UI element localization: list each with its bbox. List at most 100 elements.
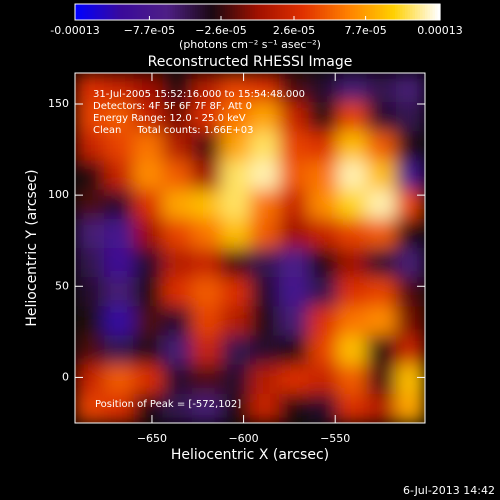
colorbar-swatch: [165, 4, 169, 20]
colorbar-swatch: [425, 4, 429, 20]
heatmap-cell: [279, 364, 309, 395]
colorbar-swatch: [335, 4, 339, 20]
colorbar-swatch: [307, 4, 311, 20]
heatmap-cell: [104, 218, 134, 249]
colorbar-swatch: [122, 4, 126, 20]
heatmap-cell: [308, 73, 338, 103]
heatmap-cell: [366, 393, 397, 423]
heatmap-cell: [220, 277, 251, 307]
colorbar-swatch: [250, 4, 254, 20]
plot-frame: [74, 72, 426, 424]
heatmap-cell: [337, 306, 368, 336]
colorbar-swatch: [237, 4, 241, 20]
heatmap-cell: [191, 335, 222, 366]
heatmap-cell: [337, 131, 368, 161]
heatmap-cell: [220, 131, 251, 161]
heatmap-cell: [395, 248, 425, 278]
heatmap-cell: [162, 218, 193, 249]
colorbar-swatch: [75, 4, 79, 20]
colorbar-tick-label: −2.6e-05: [195, 24, 246, 37]
colorbar-swatch: [82, 4, 86, 20]
heatmap-cell: [366, 218, 397, 249]
colorbar-swatch: [277, 4, 281, 20]
heatmap-cell: [279, 189, 309, 220]
colorbar-label: (photons cm⁻² s⁻¹ asec⁻²): [179, 38, 321, 51]
y-tick-label: 0: [62, 370, 69, 383]
colorbar-swatch: [245, 4, 249, 20]
heatmap-cell: [395, 189, 425, 220]
colorbar-swatch: [90, 4, 94, 20]
colorbar-swatch: [290, 4, 294, 20]
colorbar-swatch: [257, 4, 261, 20]
colorbar-swatch: [147, 4, 151, 20]
colorbar-swatch: [140, 4, 144, 20]
colorbar-swatch: [102, 4, 106, 20]
colorbar-swatch: [340, 4, 344, 20]
heatmap-cell: [279, 102, 309, 132]
heatmap-cell: [279, 160, 309, 191]
heatmap-cell: [104, 335, 134, 366]
colorbar-swatch: [107, 4, 111, 20]
heatmap-cell: [337, 335, 368, 366]
colorbar-swatch: [312, 4, 316, 20]
heatmap-cell: [104, 248, 134, 278]
colorbar-swatch: [120, 4, 124, 20]
heatmap-cell: [308, 393, 338, 423]
colorbar-swatch: [77, 4, 81, 20]
heatmap-cell: [162, 393, 193, 423]
heatmap-cell: [220, 73, 251, 103]
heatmap-cell: [279, 393, 309, 423]
heatmap-cell: [395, 306, 425, 336]
annotations: 31-Jul-2005 15:52:16.000 to 15:54:48.000…: [93, 89, 305, 136]
colorbar-swatch: [347, 4, 351, 20]
colorbar-swatch: [420, 4, 424, 20]
heatmap-cell: [191, 277, 222, 307]
heatmap-cell: [220, 393, 251, 423]
heatmap-cell: [337, 102, 368, 132]
colorbar-swatch: [427, 4, 431, 20]
colorbar-tick-label: 7.7e-05: [344, 24, 386, 37]
heatmap-cell: [191, 102, 222, 132]
colorbar-swatch: [205, 4, 209, 20]
heatmap-cell: [279, 277, 309, 307]
heatmap-cell: [162, 102, 193, 132]
heatmap-cell: [366, 131, 397, 161]
colorbar-swatch: [377, 4, 381, 20]
heatmap-cell: [133, 393, 163, 423]
colorbar-swatch: [232, 4, 236, 20]
colorbar-swatch: [132, 4, 136, 20]
heatmap-cell: [75, 218, 105, 249]
heatmap-cell: [250, 73, 280, 103]
heatmap-cell: [191, 160, 222, 191]
colorbar-swatch: [395, 4, 399, 20]
heatmap-cell: [75, 102, 105, 132]
colorbar-swatch: [227, 4, 231, 20]
heatmap-cell: [308, 102, 338, 132]
heatmap-cell: [104, 131, 134, 161]
heatmap-cell: [395, 364, 425, 395]
heatmap-cell: [75, 393, 105, 423]
colorbar-swatch: [352, 4, 356, 20]
colorbar-swatch: [180, 4, 184, 20]
heatmap-cell: [366, 306, 397, 336]
colorbar-swatch: [402, 4, 406, 20]
heatmap-cell: [162, 364, 193, 395]
annotation: 31-Jul-2005 15:52:16.000 to 15:54:48.000: [93, 89, 305, 100]
heatmap-cell: [250, 160, 280, 191]
heatmap-cell: [220, 189, 251, 220]
colorbar-swatch: [197, 4, 201, 20]
heatmap-cell: [366, 160, 397, 191]
colorbar-tick-label: -0.00013: [50, 24, 99, 37]
colorbar-swatch: [207, 4, 211, 20]
colorbar-swatch: [270, 4, 274, 20]
colorbar-swatch: [87, 4, 91, 20]
y-tick-label: 100: [48, 188, 69, 201]
colorbar-swatch: [160, 4, 164, 20]
heatmap-cell: [220, 306, 251, 336]
heatmap-cell: [191, 364, 222, 395]
colorbar-swatch: [170, 4, 174, 20]
colorbar-swatch: [172, 4, 176, 20]
colorbar-swatch: [137, 4, 141, 20]
